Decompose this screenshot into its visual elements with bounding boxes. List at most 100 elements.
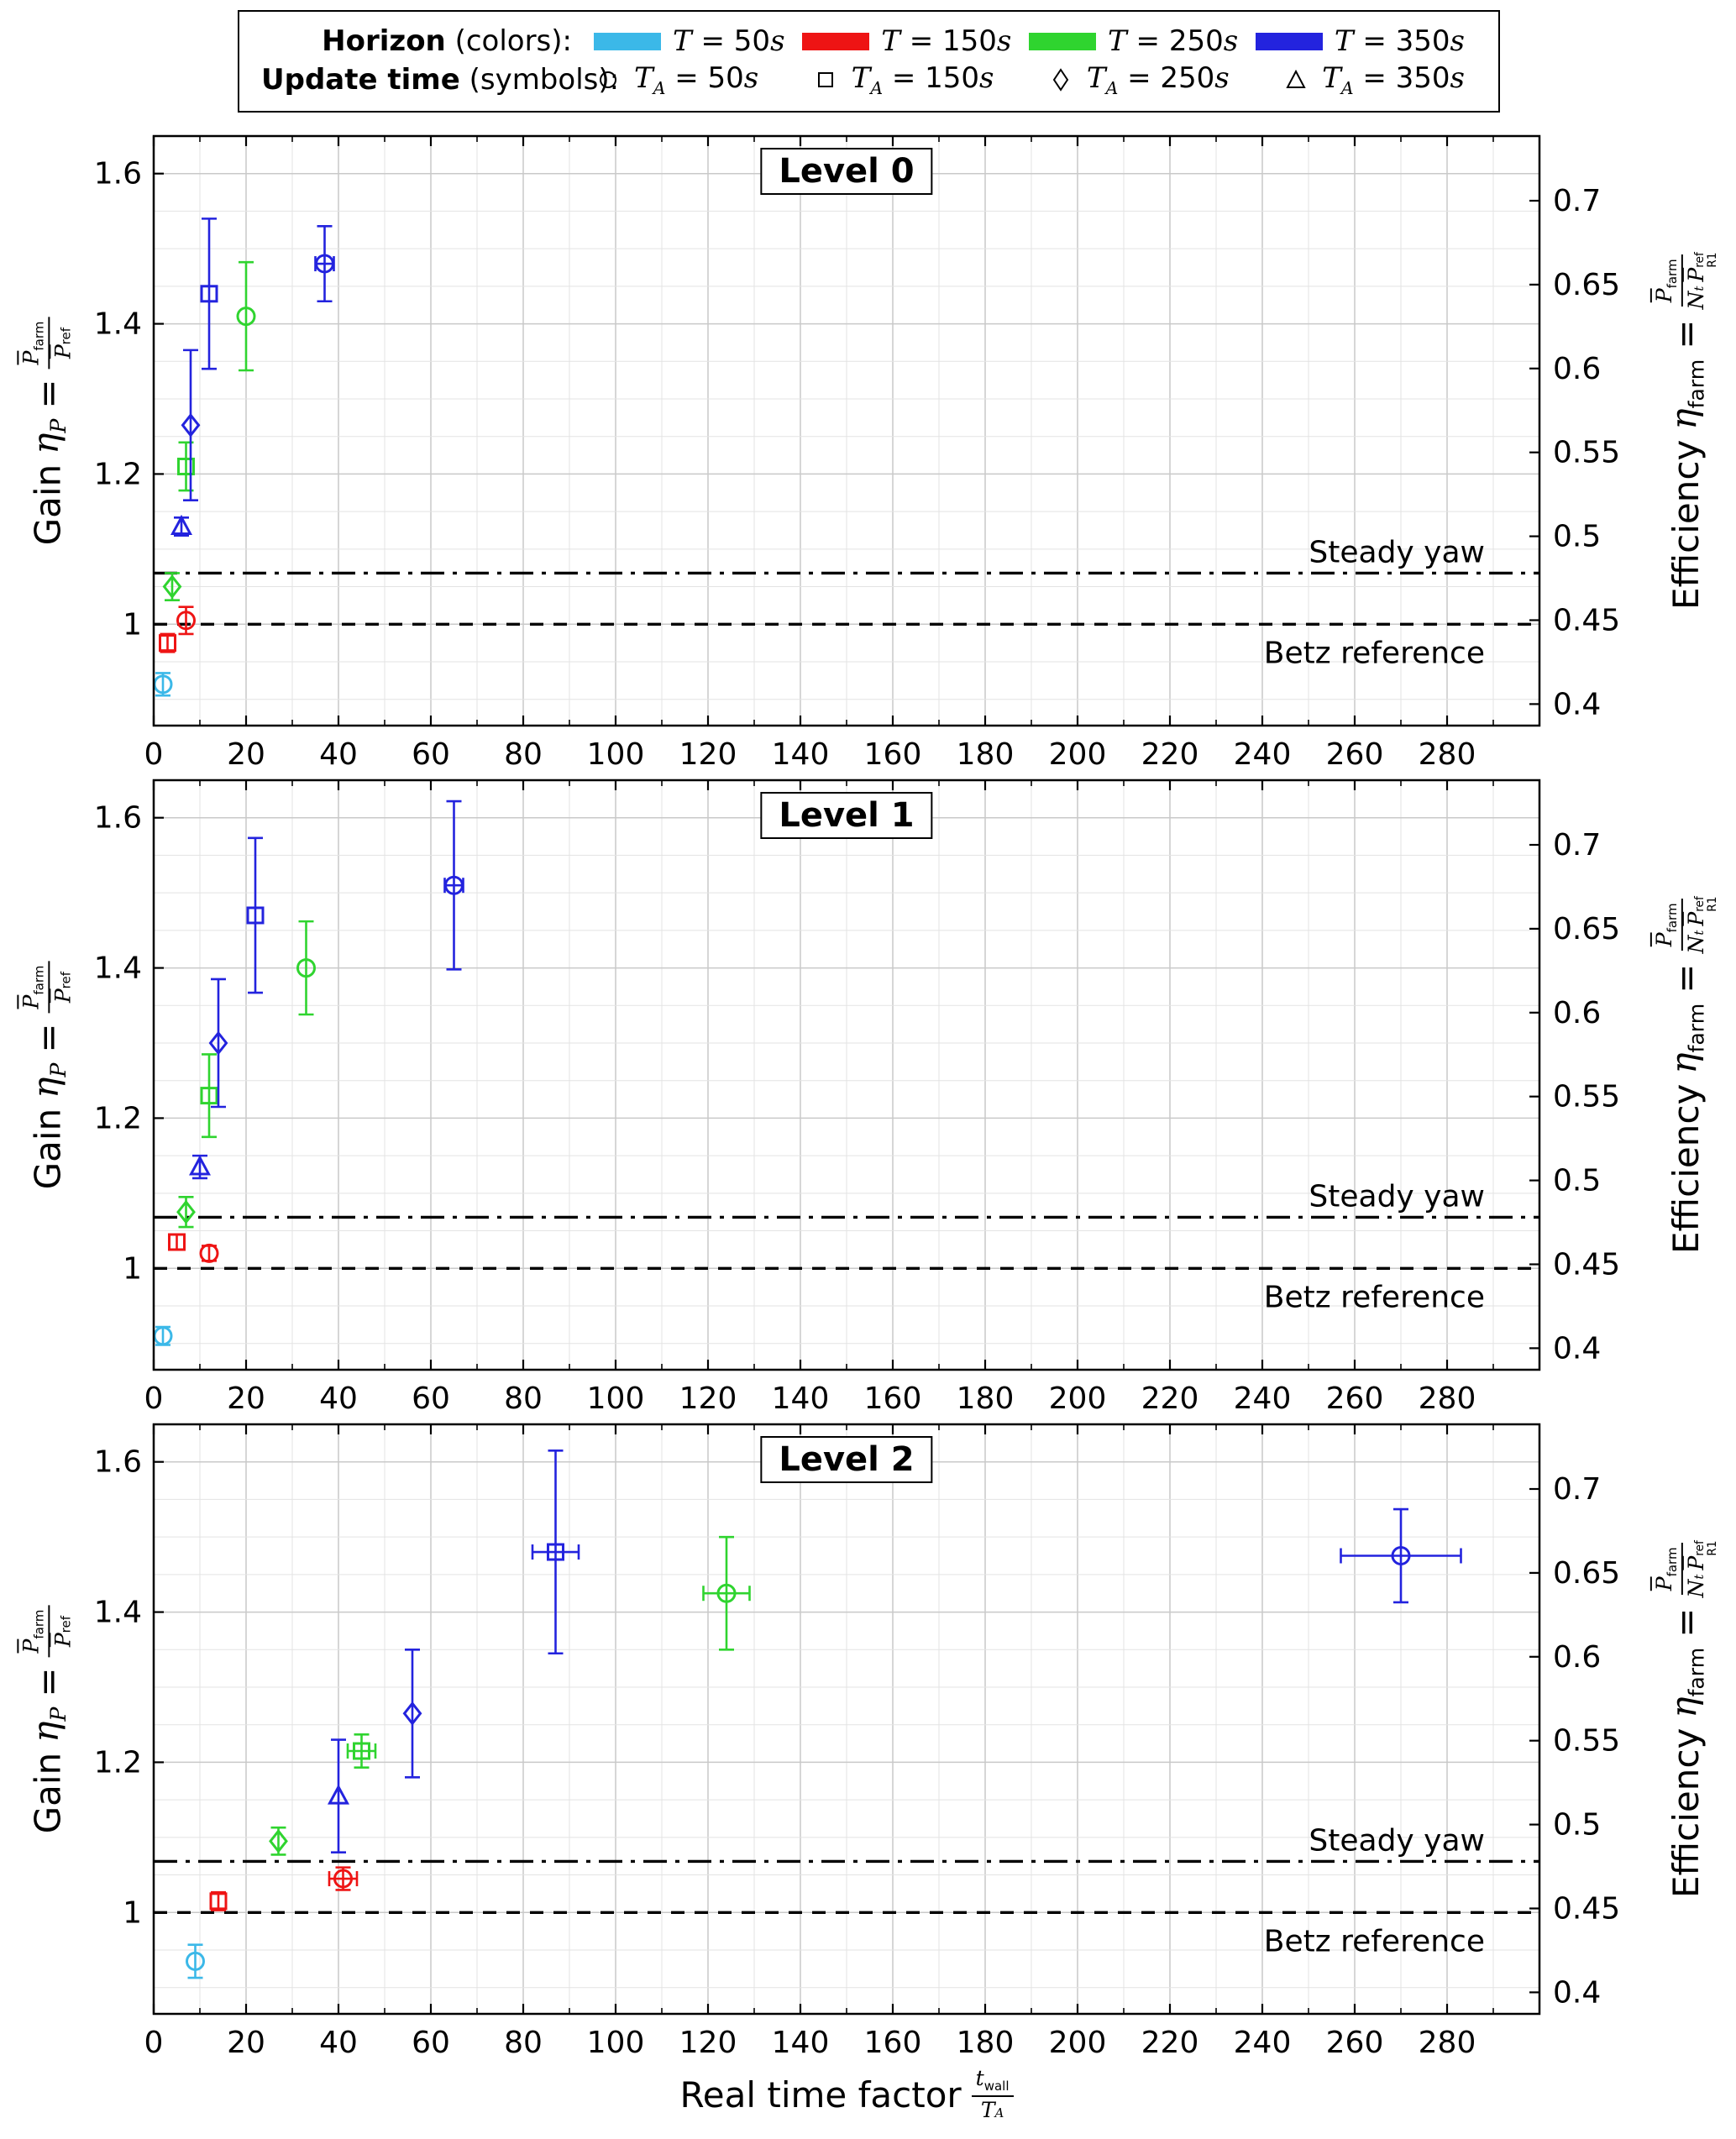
gain-tick-label: 1.6 [94, 1445, 142, 1480]
marker-circle [186, 1951, 205, 1971]
marker-triangle [170, 514, 193, 536]
legend-color-item: T = 250s [1029, 24, 1238, 58]
gain-tick-label: 1.4 [94, 307, 142, 342]
x-tick-label: 220 [1141, 2026, 1199, 2060]
legend-colors-label-rest: (colors): [445, 24, 572, 59]
marker-diamond [269, 1828, 288, 1853]
data-point-T250-square [200, 1053, 218, 1139]
data-point-T150-circle [176, 606, 196, 636]
axis-ticks: 0 20 40 60 80 100 120 140 160 180 200 220 240 260 280 1… [94, 136, 1620, 772]
marker-circle [333, 1869, 353, 1889]
efficiency-tick-label: 0.55 [1553, 1080, 1620, 1114]
marker-square [246, 906, 265, 925]
legend-color-swatch-T50 [594, 32, 661, 50]
legend-item-label: TA = 50s [634, 61, 759, 98]
eta-farm-symbol: ηfarm [1662, 359, 1709, 430]
axis-label-prefix: Efficiency [1665, 439, 1707, 610]
gain-tick-label: 1.2 [94, 1101, 142, 1135]
efficiency-tick-label: 0.65 [1553, 268, 1620, 302]
x-tick-label: 160 [864, 1381, 922, 1416]
x-tick-label: 140 [772, 737, 830, 772]
legend-symbol-item: TA = 50s [594, 61, 758, 98]
x-tick-label: 40 [319, 737, 358, 772]
gain-tick-label: 1.4 [94, 952, 142, 986]
legend-row-items-0: T = 50s T = 150s T = 250s T = 350s [594, 24, 1476, 58]
ref-line-label: Steady yaw [1309, 1823, 1485, 1858]
marker-circle [315, 254, 334, 274]
efficiency-tick-label: 0.4 [1553, 1975, 1601, 2010]
gridlines [154, 780, 1539, 1370]
panel-title-level-1: Level 1 [760, 792, 933, 839]
x-tick-label: 60 [412, 2026, 450, 2060]
chart-panel-2: Steady yaw Betz reference 0 20 40 60 80 100 120 1… [94, 1423, 1620, 2060]
legend-color-swatch-T250 [1029, 32, 1097, 50]
marker-square [177, 457, 195, 475]
square-marker-icon [817, 71, 833, 87]
efficiency-tick-label: 0.6 [1553, 1640, 1601, 1675]
legend-box: Horizon (colors): T = 50s T = 150s T = 250… [238, 10, 1500, 113]
eta-p-symbol: ηP [24, 1062, 71, 1098]
legend-symbol-item: TA = 150s [811, 61, 994, 98]
equals-sign: = [27, 1022, 69, 1053]
data-point-T350-diamond [402, 1648, 422, 1779]
panel-title-level-0: Level 0 [760, 148, 933, 195]
marker-diamond [181, 412, 201, 438]
chart-panel-0: Steady yaw Betz reference 0 20 40 60 80 100 120 1… [94, 134, 1620, 772]
x-tick-label: 40 [319, 2026, 358, 2060]
gridlines [154, 136, 1539, 726]
eta-p-symbol: ηP [24, 1706, 71, 1743]
ref-line-label: Steady yaw [1309, 1179, 1485, 1214]
x-tick-label: 160 [864, 737, 922, 772]
data-point-T350-circle [443, 800, 464, 971]
legend-color-item: T = 350s [1255, 24, 1465, 58]
x-tick-label: 240 [1234, 1381, 1292, 1416]
marker-square [168, 1233, 186, 1251]
equals-sign: = [27, 378, 69, 409]
marker-triangle [327, 1784, 350, 1805]
data-point-T350-square [246, 836, 265, 994]
efficiency-tick-label: 0.7 [1553, 828, 1601, 862]
x-tick-label: 280 [1419, 2026, 1476, 2060]
legend-symbol-item: TA = 350s [1282, 61, 1465, 98]
efficiency-tick-label: 0.6 [1553, 996, 1601, 1030]
marker-diamond [208, 1030, 228, 1056]
data-point-T350-circle [1340, 1507, 1462, 1604]
data-point-T350-circle [314, 225, 335, 303]
data-point-T350-square [531, 1449, 580, 1655]
axis-label-prefix: Efficiency [1665, 1083, 1707, 1254]
x-tick-label: 160 [864, 2026, 922, 2060]
x-tick-label: 40 [319, 1381, 358, 1416]
data-point-T150-circle [328, 1866, 359, 1891]
marker-square [547, 1543, 564, 1561]
diamond-marker-icon [1052, 68, 1069, 92]
x-tick-label: 180 [957, 1381, 1015, 1416]
x-tick-label: 260 [1326, 1381, 1384, 1416]
panel-title-level-2: Level 2 [760, 1436, 933, 1483]
gain-tick-label: 1.6 [94, 801, 142, 836]
x-tick-label: 80 [504, 737, 543, 772]
efficiency-tick-label: 0.55 [1553, 1724, 1620, 1759]
eta-p-symbol: ηP [24, 418, 71, 454]
marker-triangle [188, 1155, 212, 1176]
x-tick-label: 120 [679, 1381, 737, 1416]
data-point-T250-square [346, 1733, 377, 1769]
data-point-T150-square [168, 1233, 186, 1251]
data-point-T250-circle [296, 920, 316, 1016]
data-points [153, 218, 335, 697]
data-point-T50-circle [186, 1943, 205, 1979]
efficiency-tick-label: 0.4 [1553, 1331, 1601, 1366]
gain-tick-label: 1 [123, 607, 142, 642]
eta-farm-symbol: ηfarm [1662, 1647, 1709, 1718]
x-tick-label: 60 [412, 1381, 450, 1416]
x-tick-label: 100 [587, 737, 645, 772]
